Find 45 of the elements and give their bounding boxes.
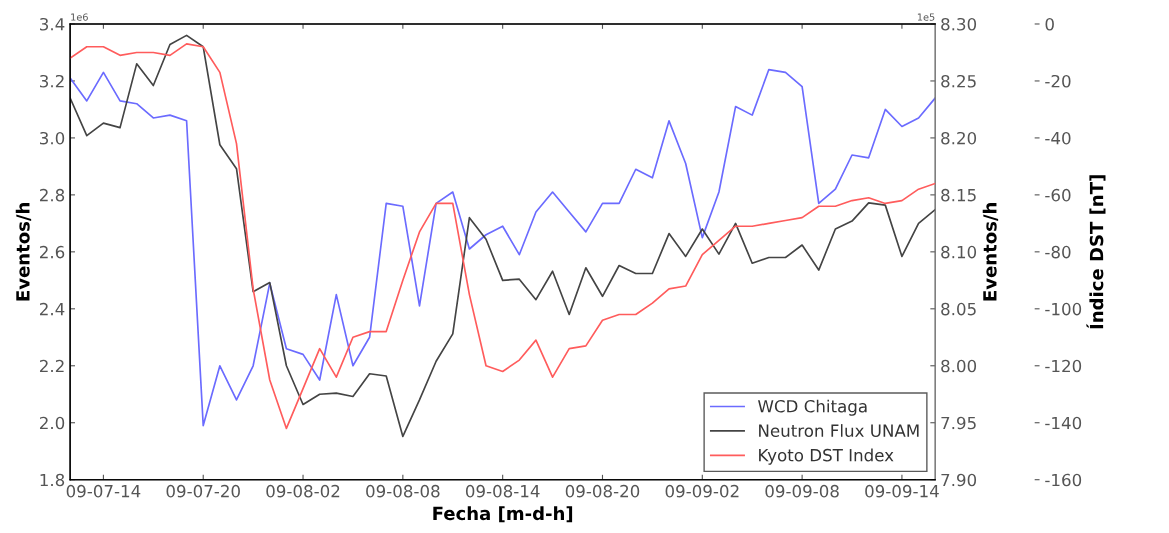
y-tick-label: 1.8 — [40, 473, 65, 487]
y-tick-label: 2.2 — [40, 359, 64, 373]
x-tick-label: 09-08-08 — [366, 484, 440, 498]
y-tick-label: 3.0 — [40, 131, 65, 145]
y2-tick-label: 8.30 — [941, 17, 977, 31]
x-tick-label: 09-09-14 — [865, 484, 939, 498]
x-tick-label: 09-08-02 — [266, 484, 340, 498]
y3-tick-label: -20 — [1045, 74, 1071, 88]
y3-tick-label: -160 — [1045, 473, 1082, 487]
x-tick-label: 09-09-08 — [765, 484, 839, 498]
y2-tick-label: 8.00 — [941, 359, 977, 373]
y-tick-label: 2.0 — [40, 416, 65, 430]
y2-axis-title: Eventos/h — [982, 203, 999, 301]
y2-tick-label: 7.95 — [941, 416, 976, 430]
legend-label: Kyoto DST Index — [759, 448, 894, 465]
y-tick-label: 3.4 — [40, 17, 65, 31]
y2-tick-label: 8.10 — [941, 245, 977, 259]
text: 1e6 — [71, 13, 88, 21]
legend-label: WCD Chitaga — [758, 399, 867, 416]
y2-tick-label: 8.25 — [941, 74, 976, 88]
y3-tick-label: 0 — [1045, 17, 1054, 31]
y-tick-label: 3.2 — [40, 74, 64, 88]
y3-tick-label: -80 — [1045, 245, 1071, 259]
y3-tick-label: -120 — [1045, 359, 1082, 373]
x-tick-label: 09-08-20 — [565, 484, 640, 498]
y2-tick-label: 7.90 — [941, 473, 977, 487]
y3-tick-label: -100 — [1045, 302, 1082, 316]
text: 1e5 — [917, 13, 935, 21]
y3-axis-title: Índice DST [nT] — [1086, 175, 1106, 329]
y3-tick-label: -60 — [1045, 188, 1071, 202]
y2-tick-label: 8.15 — [941, 188, 976, 202]
x-tick-label: 09-09-02 — [665, 484, 739, 498]
y3-tick-label: -40 — [1045, 131, 1071, 145]
legend-label: Neutron Flux UNAM — [759, 424, 919, 438]
x-tick-label: 09-08-14 — [465, 484, 540, 498]
y-axis-title: Eventos/h — [15, 203, 32, 301]
x-tick-label: 09-07-14 — [66, 484, 141, 498]
y-tick-label: 2.6 — [40, 245, 65, 259]
x-tick-label: 09-07-20 — [166, 484, 240, 498]
y2-tick-label: 8.05 — [941, 302, 976, 316]
y-tick-label: 2.4 — [40, 302, 65, 316]
y-tick-label: 2.8 — [40, 188, 65, 202]
y3-tick-label: -140 — [1045, 416, 1082, 430]
y2-tick-label: 8.20 — [941, 131, 977, 145]
x-axis-title: Fecha [m-d-h] — [433, 506, 573, 523]
